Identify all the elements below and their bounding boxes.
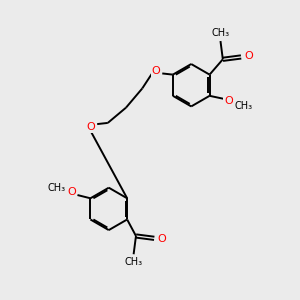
Text: CH₃: CH₃ — [234, 101, 252, 111]
Text: O: O — [67, 188, 76, 197]
Text: O: O — [244, 51, 253, 61]
Text: O: O — [157, 234, 166, 244]
Text: O: O — [224, 96, 233, 106]
Text: O: O — [152, 66, 161, 76]
Text: CH₃: CH₃ — [212, 28, 230, 38]
Text: O: O — [87, 122, 95, 132]
Text: CH₃: CH₃ — [124, 257, 143, 268]
Text: CH₃: CH₃ — [47, 183, 66, 193]
